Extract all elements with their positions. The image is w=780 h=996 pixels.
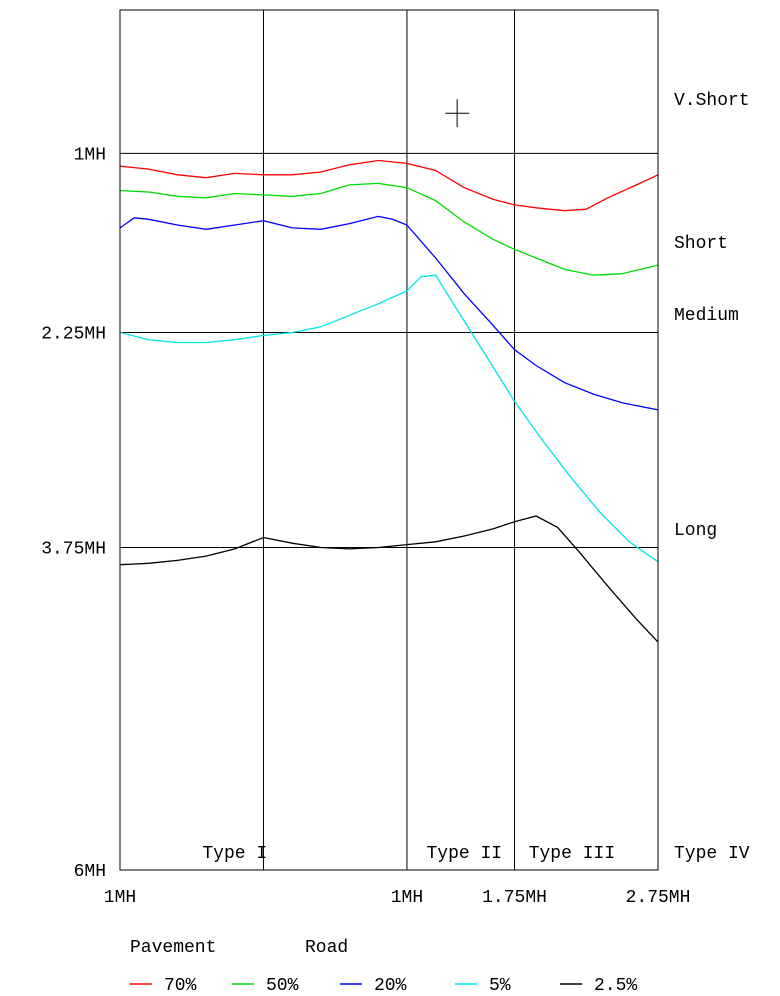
x-tick-labels: 1MH 1MH 1.75MH 2.75MH — [104, 888, 691, 908]
region-label-bottom: Type II — [427, 844, 503, 864]
x-tick-label: 2.75MH — [626, 888, 691, 908]
legend-label-5%: 5% — [489, 976, 511, 996]
region-label-right: V.Short — [674, 91, 750, 111]
x-tick-label: 1MH — [391, 888, 423, 908]
region-label-bottom: Type I — [202, 844, 267, 864]
y-tick-label: 3.75MH — [41, 540, 106, 560]
y-tick-labels: 1MH 2.25MH 3.75MH 6MH — [41, 145, 106, 882]
y-tick-label: 6MH — [74, 862, 106, 882]
right-region-labels: V.Short Short Medium Long — [674, 91, 750, 541]
legend: Pavement Road 70% 50% 20% 5% 2.5% — [130, 938, 637, 996]
legend-title-pavement: Pavement — [130, 938, 216, 958]
series-line-70% — [119, 159, 659, 212]
gridlines — [120, 10, 658, 870]
series-line-50% — [119, 182, 659, 276]
legend-label-70%: 70% — [164, 976, 197, 996]
region-label-right: Long — [674, 521, 717, 541]
legend-label-20%: 20% — [374, 976, 407, 996]
y-tick-label: 1MH — [74, 145, 106, 165]
legend-title-road: Road — [305, 938, 348, 958]
region-label-bottom: Type IV — [674, 844, 750, 864]
legend-label-50%: 50% — [266, 976, 299, 996]
region-label-right: Short — [674, 234, 728, 254]
series-lines — [119, 159, 659, 643]
series-line-5% — [119, 274, 659, 563]
series-line-2.5% — [119, 515, 659, 643]
region-label-bottom: Type III — [529, 844, 615, 864]
series-line-20% — [119, 215, 659, 411]
bottom-region-labels: Type I Type II Type III Type IV — [202, 844, 749, 864]
region-label-right: Medium — [674, 306, 739, 326]
x-tick-label: 1.75MH — [482, 888, 547, 908]
plot-frame — [119, 9, 659, 871]
x-tick-label: 1MH — [104, 888, 136, 908]
legend-label-2.5%: 2.5% — [594, 976, 637, 996]
crosshair-marker — [445, 99, 470, 128]
y-tick-label: 2.25MH — [41, 325, 106, 345]
